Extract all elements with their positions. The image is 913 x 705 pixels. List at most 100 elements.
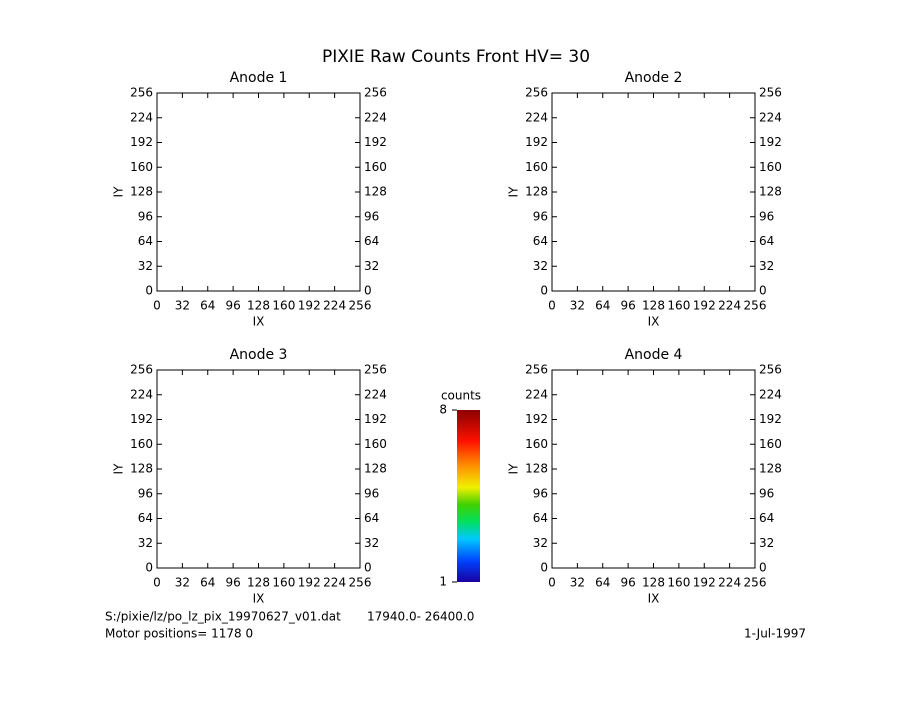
y2-tick-label: 160 — [759, 160, 782, 174]
colorbar-label: counts — [441, 389, 481, 403]
x-tick-label: 128 — [642, 576, 665, 590]
y2-tick-label: 160 — [364, 437, 387, 451]
x-tick-label: 0 — [548, 576, 556, 590]
page-title: PIXIE Raw Counts Front HV= 30 — [322, 47, 590, 67]
x-tick-label: 96 — [225, 576, 240, 590]
y2-tick-label: 0 — [364, 284, 372, 298]
y2-tick-label: 128 — [364, 185, 387, 199]
x-tick-label: 160 — [272, 299, 295, 313]
y-tick-label: 0 — [145, 561, 153, 575]
y2-tick-label: 0 — [759, 561, 767, 575]
y2-tick-label: 192 — [759, 412, 782, 426]
colorbar-tick-label: 1 — [439, 575, 447, 589]
plot-title: Anode 2 — [625, 70, 683, 86]
y-tick-label: 256 — [525, 86, 548, 100]
y-tick-label: 160 — [525, 437, 548, 451]
y2-tick-label: 96 — [759, 209, 774, 223]
x-tick-label: 64 — [595, 299, 610, 313]
y2-tick-label: 224 — [759, 387, 782, 401]
y2-tick-label: 32 — [364, 536, 379, 550]
y-tick-label: 160 — [525, 160, 548, 174]
y-tick-label: 0 — [145, 284, 153, 298]
y2-tick-label: 224 — [364, 110, 387, 124]
x-tick-label: 256 — [744, 576, 767, 590]
y-tick-label: 224 — [130, 387, 153, 401]
footer-motor: Motor positions= 1178 0 — [105, 627, 253, 641]
y-tick-label: 128 — [525, 185, 548, 199]
y-tick-label: 64 — [138, 234, 153, 248]
x-tick-label: 128 — [642, 299, 665, 313]
y-tick-label: 192 — [525, 135, 548, 149]
y-tick-label: 32 — [138, 536, 153, 550]
y-tick-label: 64 — [533, 511, 548, 525]
x-tick-label: 0 — [548, 299, 556, 313]
x-tick-label: 192 — [298, 576, 321, 590]
x-axis-label: IX — [253, 315, 265, 329]
y-tick-label: 160 — [130, 160, 153, 174]
y-tick-label: 0 — [540, 284, 548, 298]
y-tick-label: 96 — [533, 486, 548, 500]
y2-tick-label: 160 — [759, 437, 782, 451]
y-tick-label: 192 — [525, 412, 548, 426]
y2-tick-label: 256 — [364, 86, 387, 100]
y-tick-label: 256 — [130, 86, 153, 100]
plot-title: Anode 1 — [230, 70, 288, 86]
x-tick-label: 256 — [349, 299, 372, 313]
y2-tick-label: 128 — [759, 462, 782, 476]
x-tick-label: 192 — [693, 299, 716, 313]
x-tick-label: 0 — [153, 299, 161, 313]
x-tick-label: 224 — [718, 299, 741, 313]
x-axis-label: IX — [253, 592, 265, 606]
plot-frame — [156, 92, 361, 292]
x-tick-label: 0 — [153, 576, 161, 590]
y-tick-label: 192 — [130, 135, 153, 149]
x-tick-label: 64 — [595, 576, 610, 590]
y-tick-label: 64 — [533, 234, 548, 248]
y-tick-label: 128 — [130, 185, 153, 199]
x-tick-label: 64 — [200, 299, 215, 313]
y-tick-label: 96 — [138, 209, 153, 223]
y2-tick-label: 128 — [364, 462, 387, 476]
y-axis-label: IY — [507, 463, 521, 475]
colorbar — [457, 410, 480, 582]
x-axis-label: IX — [648, 315, 660, 329]
y2-tick-label: 0 — [364, 561, 372, 575]
plot-frame — [551, 92, 756, 292]
y-tick-label: 0 — [540, 561, 548, 575]
y2-tick-label: 32 — [364, 259, 379, 273]
colorbar-tick-label: 8 — [439, 403, 447, 417]
x-tick-label: 192 — [693, 576, 716, 590]
y2-tick-label: 96 — [364, 486, 379, 500]
y-tick-label: 96 — [138, 486, 153, 500]
y2-tick-label: 96 — [364, 209, 379, 223]
y-tick-label: 128 — [525, 462, 548, 476]
footer-range: 17940.0- 26400.0 — [367, 610, 474, 624]
x-tick-label: 160 — [667, 299, 690, 313]
x-tick-label: 256 — [744, 299, 767, 313]
y2-tick-label: 0 — [759, 284, 767, 298]
x-tick-label: 224 — [718, 576, 741, 590]
x-tick-label: 32 — [570, 299, 585, 313]
y2-tick-label: 64 — [364, 511, 379, 525]
y2-tick-label: 224 — [364, 387, 387, 401]
y-tick-label: 256 — [525, 363, 548, 377]
y2-tick-label: 96 — [759, 486, 774, 500]
y2-tick-label: 32 — [759, 259, 774, 273]
y-axis-label: IY — [507, 186, 521, 198]
y2-tick-label: 32 — [759, 536, 774, 550]
y-tick-label: 224 — [525, 387, 548, 401]
plot-frame — [551, 369, 756, 569]
x-tick-label: 32 — [570, 576, 585, 590]
y2-tick-label: 256 — [759, 363, 782, 377]
y2-tick-label: 64 — [759, 234, 774, 248]
x-tick-label: 160 — [272, 576, 295, 590]
footer-file: S:/pixie/lz/po_lz_pix_19970627_v01.dat — [105, 610, 341, 624]
x-tick-label: 224 — [323, 576, 346, 590]
x-tick-label: 96 — [620, 299, 635, 313]
y2-tick-label: 128 — [759, 185, 782, 199]
x-tick-label: 256 — [349, 576, 372, 590]
y-axis-label: IY — [112, 186, 126, 198]
y2-tick-label: 256 — [759, 86, 782, 100]
y-tick-label: 32 — [533, 536, 548, 550]
y2-tick-label: 256 — [364, 363, 387, 377]
